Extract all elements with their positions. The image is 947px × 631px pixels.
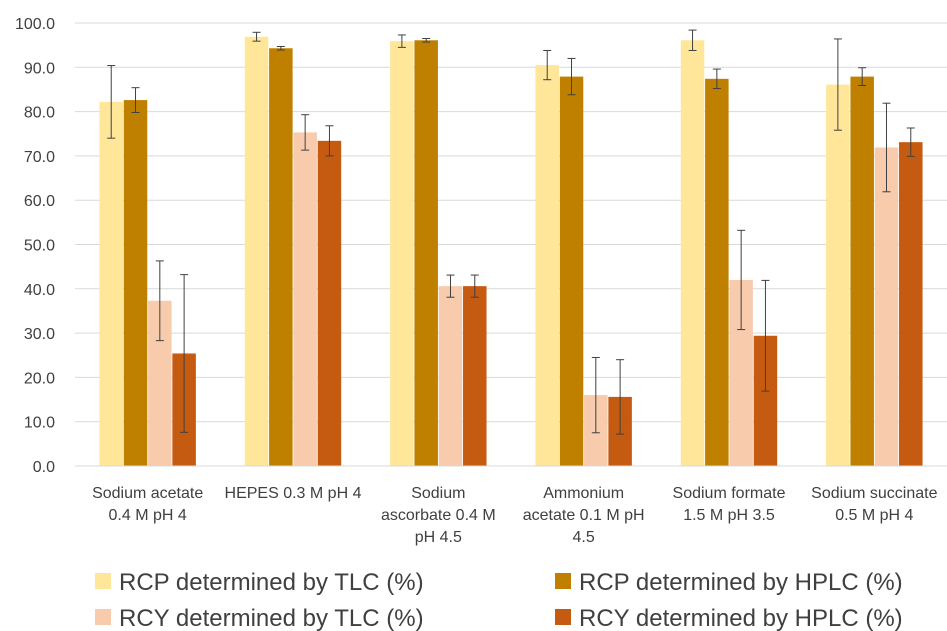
bar <box>244 36 269 466</box>
error-bar <box>737 229 746 331</box>
x-tick-label-line: pH 4.5 <box>415 529 462 546</box>
bar <box>680 40 705 466</box>
legend-item: RCY determined by TLC (%) <box>95 605 424 631</box>
bar <box>317 140 342 466</box>
error-bar <box>276 45 285 51</box>
x-tick-label-line: Sodium <box>411 485 465 502</box>
y-tick-label: 80.0 <box>24 105 55 122</box>
error-bar <box>543 49 552 81</box>
x-tick-label-line: Sodium acetate <box>92 485 203 502</box>
error-bar <box>591 356 600 434</box>
error-bar <box>470 274 479 298</box>
bar <box>293 132 317 466</box>
error-bar <box>131 87 140 113</box>
y-axis-tick-labels: 0.0 10.0 20.0 30.0 40.0 50.0 60.0 70.0 80.0 90.0 1… <box>15 16 55 476</box>
bar <box>414 40 438 466</box>
error-bar <box>180 274 189 433</box>
bar <box>123 100 148 466</box>
x-axis-category-labels: Sodium acetate 0.4 M pH 4 HEPES 0.3 M pH 4… <box>92 485 938 546</box>
error-bar <box>616 359 625 435</box>
x-tick-label-line: HEPES 0.3 M pH 4 <box>225 485 362 502</box>
bar <box>99 101 123 466</box>
error-bar <box>688 29 697 51</box>
legend-item: RCP determined by HPLC (%) <box>555 569 903 596</box>
legend-swatch <box>95 609 111 625</box>
bar <box>438 286 463 466</box>
error-bar <box>325 125 334 157</box>
x-tick-label: Sodium ascorbate 0.4 M pH 4.5 <box>381 485 496 546</box>
legend-item: RCY determined by HPLC (%) <box>555 605 903 631</box>
legend-label: RCP determined by TLC (%) <box>119 569 424 596</box>
error-bar <box>446 274 455 298</box>
bar <box>148 300 172 466</box>
bar <box>850 76 874 466</box>
bar <box>463 286 487 466</box>
error-bar <box>155 260 164 342</box>
legend-label: RCY determined by HPLC (%) <box>579 605 903 631</box>
y-tick-label: 70.0 <box>24 149 55 166</box>
bar <box>705 78 729 467</box>
bar <box>874 147 899 466</box>
error-bars <box>107 29 915 435</box>
x-tick-label-line: 0.5 M pH 4 <box>835 507 913 524</box>
bars <box>99 36 923 467</box>
x-tick-label-line: Sodium succinate <box>811 485 937 502</box>
error-bar <box>301 114 310 151</box>
error-bar <box>567 57 576 96</box>
bar <box>729 279 753 466</box>
legend-swatch <box>555 573 571 589</box>
bar <box>269 48 293 466</box>
x-tick-label: Sodium formate 1.5 M pH 3.5 <box>673 485 786 524</box>
y-tick-label: 30.0 <box>24 326 55 343</box>
x-tick-label-line: Ammonium <box>543 485 624 502</box>
error-bar <box>906 127 915 157</box>
gridlines <box>75 22 947 423</box>
y-tick-label: 50.0 <box>24 238 55 255</box>
legend-label: RCY determined by TLC (%) <box>119 605 424 631</box>
error-bar <box>422 38 431 43</box>
x-tick-label: Sodium acetate 0.4 M pH 4 <box>92 485 203 524</box>
bar <box>535 65 559 467</box>
y-tick-label: 0.0 <box>33 459 55 476</box>
legend: RCP determined by TLC (%) RCP determined … <box>95 569 903 631</box>
error-bar <box>858 67 867 86</box>
error-bar <box>833 38 842 131</box>
x-tick-label-line: 0.4 M pH 4 <box>109 507 187 524</box>
error-bar <box>252 31 261 42</box>
x-tick-label-line: 4.5 <box>573 529 595 546</box>
error-bar <box>397 34 406 48</box>
bar <box>390 41 414 467</box>
x-tick-label: Sodium succinate 0.5 M pH 4 <box>811 485 937 524</box>
x-tick-label: HEPES 0.3 M pH 4 <box>225 485 362 502</box>
legend-item: RCP determined by TLC (%) <box>95 569 424 596</box>
x-tick-label: Ammonium acetate 0.1 M pH 4.5 <box>523 485 645 546</box>
y-tick-label: 40.0 <box>24 282 55 299</box>
x-tick-label-line: Sodium formate <box>673 485 786 502</box>
bar <box>899 142 923 467</box>
y-tick-label: 10.0 <box>24 415 55 432</box>
error-bar <box>761 279 770 392</box>
legend-label: RCP determined by HPLC (%) <box>579 569 903 596</box>
x-tick-label-line: ascorbate 0.4 M <box>381 507 496 524</box>
bar <box>559 76 584 466</box>
bar <box>753 335 778 466</box>
y-tick-label: 20.0 <box>24 370 55 387</box>
x-tick-label-line: 1.5 M pH 3.5 <box>683 507 775 524</box>
legend-swatch <box>555 609 571 625</box>
error-bar <box>882 102 891 193</box>
legend-swatch <box>95 573 111 589</box>
y-tick-label: 60.0 <box>24 193 55 210</box>
y-tick-label: 100.0 <box>15 16 55 33</box>
bar <box>826 84 850 467</box>
error-bar <box>712 68 721 90</box>
error-bar <box>107 65 116 139</box>
y-tick-label: 90.0 <box>24 60 55 77</box>
x-tick-label-line: acetate 0.1 M pH <box>523 507 645 524</box>
